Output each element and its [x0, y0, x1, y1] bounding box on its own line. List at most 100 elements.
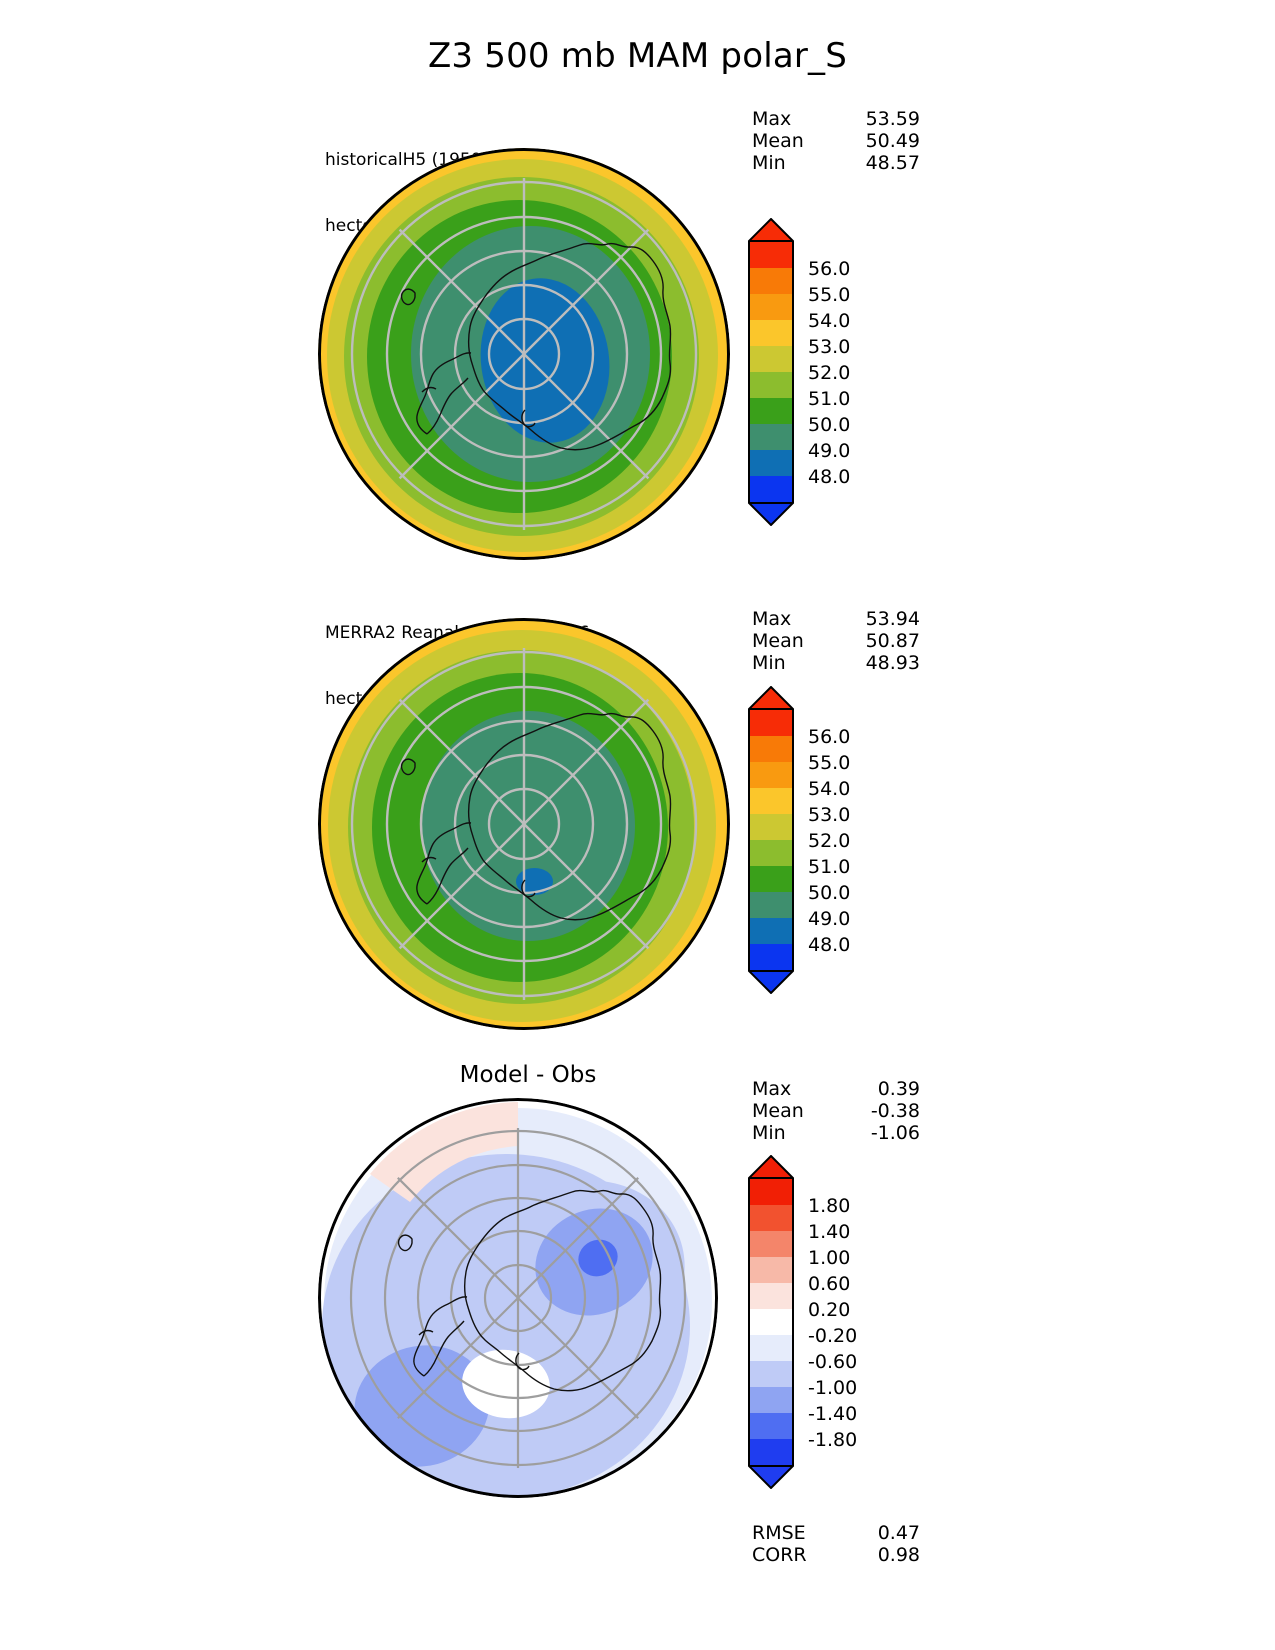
stat-row: Max 53.59	[752, 108, 920, 130]
colorbar-segment	[748, 268, 794, 294]
score-value: 0.98	[877, 1544, 920, 1566]
colorbar-tick-label: 48.0	[808, 466, 851, 488]
stat-row: Mean -0.38	[752, 1100, 920, 1122]
colorbar-segment	[748, 710, 794, 736]
colorbar-segment	[748, 346, 794, 372]
colorbar-segment	[748, 1439, 794, 1465]
colorbar-segment	[748, 866, 794, 892]
colorbar-segment	[748, 1283, 794, 1309]
colorbar-segment	[748, 294, 794, 320]
polar-map-diff	[318, 1098, 718, 1498]
colorbar-tick-label: 54.0	[808, 310, 851, 332]
contour-band-positive	[318, 1098, 718, 1498]
colorbar-tick-label: 49.0	[808, 908, 851, 930]
stat-value: -0.38	[870, 1100, 920, 1122]
colorbar-tick-label: -1.40	[808, 1403, 858, 1425]
colorbar-max-arrow	[746, 217, 796, 242]
score-value: 0.47	[877, 1522, 920, 1544]
colorbar-tick-label: 54.0	[808, 778, 851, 800]
colorbar-tick-label: 53.0	[808, 336, 851, 358]
colorbar-min-arrow	[746, 502, 796, 527]
colorbar-segment	[748, 242, 794, 268]
stat-row: Min 48.93	[752, 652, 920, 674]
panel-diff-scores: RMSE 0.47 CORR 0.98	[752, 1522, 920, 1566]
colorbar-tick-label: 52.0	[808, 830, 851, 852]
colorbar-tick-label: 51.0	[808, 856, 851, 878]
colorbar-segment	[748, 320, 794, 346]
colorbar-segment	[748, 814, 794, 840]
colorbar-segment	[748, 1179, 794, 1205]
colorbar-tick-label: 56.0	[808, 726, 851, 748]
score-row: CORR 0.98	[752, 1544, 920, 1566]
colorbar-segment	[748, 476, 794, 502]
colorbar-min-arrow	[746, 970, 796, 995]
stat-key: Max	[752, 608, 792, 630]
colorbar-gradient	[746, 1154, 796, 1490]
stat-value: 48.93	[865, 652, 920, 674]
colorbar-tick-label: 55.0	[808, 752, 851, 774]
colorbar-segment	[748, 918, 794, 944]
stat-key: Mean	[752, 1100, 804, 1122]
colorbar-tick-label: -1.80	[808, 1429, 858, 1451]
stat-value: 53.59	[865, 108, 920, 130]
colorbar-segment	[748, 892, 794, 918]
stat-value: 48.57	[865, 152, 920, 174]
colorbar-segment	[748, 788, 794, 814]
stat-key: Max	[752, 1078, 792, 1100]
stat-row: Max 0.39	[752, 1078, 920, 1100]
colorbar-tick-label: 51.0	[808, 388, 851, 410]
score-row: RMSE 0.47	[752, 1522, 920, 1544]
colorbar-segment	[748, 1387, 794, 1413]
colorbar-tick-label: 56.0	[808, 258, 851, 280]
colorbar-tick-label: 48.0	[808, 934, 851, 956]
stat-value: 0.39	[877, 1078, 920, 1100]
colorbar-tick-label: 49.0	[808, 440, 851, 462]
figure-title: Z3 500 mb MAM polar_S	[427, 36, 848, 76]
colorbar-segment	[748, 840, 794, 866]
stat-row: Max 53.94	[752, 608, 920, 630]
panel-model-stats: Max 53.59 Mean 50.49 Min 48.57	[752, 108, 920, 174]
stat-row: Min -1.06	[752, 1122, 920, 1144]
panel-diff-title: Model - Obs	[459, 1062, 597, 1088]
colorbar-tick-labels: 1.80 1.40 1.00 0.60 0.20 -0.20 -0.60 -1.00 -1.40…	[808, 1193, 857, 1453]
colorbar-tick-label: 1.00	[808, 1247, 851, 1269]
colorbar-gradient	[746, 217, 796, 527]
colorbar-gradient	[746, 685, 796, 995]
colorbar-tick-label: 50.0	[808, 414, 851, 436]
stat-key: Mean	[752, 130, 804, 152]
polar-map-model	[318, 148, 730, 560]
colorbar-segment	[748, 1257, 794, 1283]
colorbar-segment	[748, 1361, 794, 1387]
score-key: RMSE	[752, 1522, 806, 1544]
panel-obs-stats: Max 53.94 Mean 50.87 Min 48.93	[752, 608, 920, 674]
stat-row: Mean 50.49	[752, 130, 920, 152]
polar-map-obs	[318, 618, 730, 1030]
colorbar-tick-label: 1.80	[808, 1195, 851, 1217]
stat-key: Min	[752, 152, 786, 174]
colorbar-tick-label: -0.20	[808, 1325, 858, 1347]
colorbar-tick-label: 50.0	[808, 882, 851, 904]
stat-key: Mean	[752, 630, 804, 652]
colorbar-segment	[748, 762, 794, 788]
colorbar-tick-label: 53.0	[808, 804, 851, 826]
colorbar-tick-label: -0.60	[808, 1351, 858, 1373]
colorbar-segment	[748, 398, 794, 424]
stat-key: Min	[752, 1122, 786, 1144]
colorbar-tick-label: 1.40	[808, 1221, 851, 1243]
contour-band	[515, 868, 553, 896]
score-key: CORR	[752, 1544, 807, 1566]
stat-value: 50.49	[865, 130, 920, 152]
colorbar-tick-label: 0.60	[808, 1273, 851, 1295]
stat-value: 50.87	[865, 630, 920, 652]
panel-diff-stats: Max 0.39 Mean -0.38 Min -1.06	[752, 1078, 920, 1144]
stat-value: -1.06	[870, 1122, 920, 1144]
colorbar-segment	[748, 944, 794, 970]
colorbar-tick-label: 0.20	[808, 1299, 851, 1321]
colorbar-segment	[748, 1231, 794, 1257]
colorbar-max-arrow	[746, 1154, 796, 1179]
colorbar-tick-labels: 56.0 55.0 54.0 53.0 52.0 51.0 50.0 49.0 48.0	[808, 256, 850, 490]
colorbar-segment	[748, 372, 794, 398]
contour-band	[421, 710, 636, 942]
colorbar-max-arrow	[746, 685, 796, 710]
